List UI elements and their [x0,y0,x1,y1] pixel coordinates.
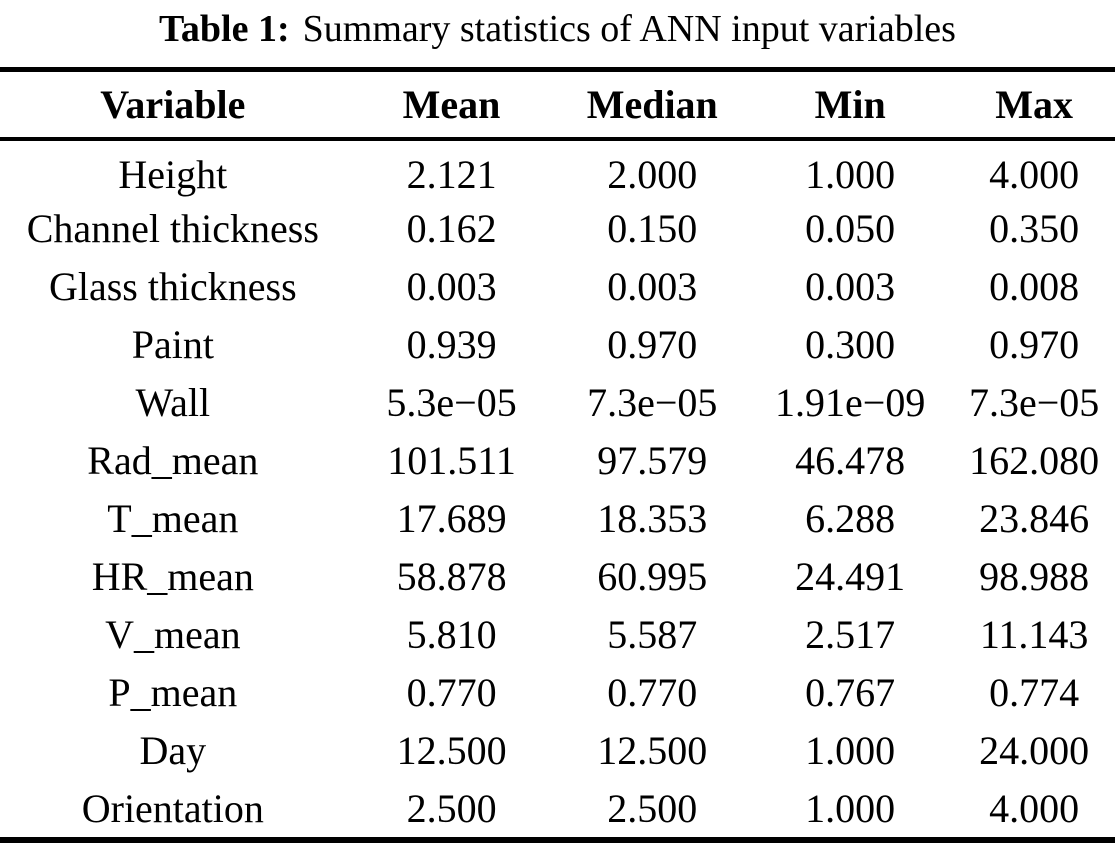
table-row: V_mean 5.810 5.587 2.517 11.143 [0,605,1115,663]
mean-cell: 0.770 [406,669,497,715]
table-row: HR_mean 58.878 60.995 24.491 98.988 [0,547,1115,605]
max-cell: 23.846 [979,495,1090,541]
variable-cell: Orientation [81,785,264,831]
min-cell: 1.000 [805,152,896,197]
mean-cell: 2.500 [406,785,497,831]
min-cell: 0.003 [805,263,896,309]
median-cell: 12.500 [597,727,708,773]
variable-cell: Rad_mean [87,437,259,483]
variable-cell: Channel thickness [26,205,319,251]
min-cell: 46.478 [795,437,906,483]
variable-cell: P_mean [108,669,238,715]
max-cell: 4.000 [989,152,1080,197]
table-row: T_mean 17.689 18.353 6.288 23.846 [0,489,1115,547]
min-cell: 1.91e−09 [775,379,926,425]
mean-cell: 101.511 [387,437,516,483]
min-cell: 2.517 [805,611,896,657]
table-row: Day 12.500 12.500 1.000 24.000 [0,721,1115,779]
max-cell: 11.143 [979,611,1089,657]
max-cell: 162.080 [969,437,1100,483]
max-cell: 7.3e−05 [968,379,1100,425]
max-cell: 4.000 [989,785,1080,831]
summary-table-body: Height 2.121 2.000 1.000 4.000 Channel t… [0,141,1115,837]
summary-table-header: Variable Mean Median Min Max [0,72,1115,137]
median-cell: 0.003 [607,263,698,309]
mean-cell: 0.162 [406,205,497,251]
mean-cell: 12.500 [396,727,507,773]
variable-cell: T_mean [107,495,239,541]
min-cell: 6.288 [805,495,896,541]
variable-cell: Paint [131,321,214,367]
mid-rule [0,137,1115,141]
mean-cell: 5.810 [406,611,497,657]
mean-cell: 0.003 [406,263,497,309]
top-rule [0,67,1115,72]
median-cell: 2.000 [607,152,698,197]
min-cell: 0.300 [805,321,896,367]
max-cell: 24.000 [979,727,1090,773]
variable-cell: Wall [135,379,211,425]
min-cell: 0.767 [805,669,896,715]
median-cell: 97.579 [597,437,708,483]
median-cell: 0.150 [607,205,698,251]
mean-cell: 5.3e−05 [386,379,517,425]
table-row: Height 2.121 2.000 1.000 4.000 [0,141,1115,199]
caption-text: Summary statistics of ANN input variable… [302,8,956,50]
table-row: Rad_mean 101.511 97.579 46.478 162.080 [0,431,1115,489]
max-cell: 0.774 [989,669,1080,715]
header-row: Variable Mean Median Min Max [0,72,1115,137]
variable-cell: V_mean [105,611,241,657]
table-row: Wall 5.3e−05 7.3e−05 1.91e−09 7.3e−05 [0,373,1115,431]
mean-cell: 2.121 [406,152,497,197]
median-cell: 60.995 [597,553,708,599]
mean-cell: 17.689 [396,495,507,541]
table-row: Orientation 2.500 2.500 1.000 4.000 [0,779,1115,837]
max-cell: 98.988 [979,553,1090,599]
median-cell: 5.587 [607,611,698,657]
col-header-min: Min [814,82,886,127]
table-row: P_mean 0.770 0.770 0.767 0.774 [0,663,1115,721]
col-header-max: Max [995,82,1074,127]
max-cell: 0.350 [989,205,1080,251]
min-cell: 1.000 [805,785,896,831]
median-cell: 2.500 [607,785,698,831]
table-row: Paint 0.939 0.970 0.300 0.970 [0,315,1115,373]
col-header-variable: Variable [100,82,246,127]
variable-cell: HR_mean [91,553,254,599]
mean-cell: 0.939 [406,321,497,367]
table-row: Glass thickness 0.003 0.003 0.003 0.008 [0,257,1115,315]
min-cell: 24.491 [795,553,906,599]
col-header-mean: Mean [402,82,501,127]
table-caption: Table 1: Summary statistics of ANN input … [0,0,1115,67]
variable-cell: Glass thickness [48,263,297,309]
median-cell: 7.3e−05 [587,379,718,425]
table-row: Channel thickness 0.162 0.150 0.050 0.35… [0,199,1115,257]
variable-cell: Day [139,727,207,773]
max-cell: 0.970 [989,321,1080,367]
max-cell: 0.008 [989,263,1080,309]
mean-cell: 58.878 [396,553,507,599]
col-header-median: Median [586,82,718,127]
median-cell: 0.970 [607,321,698,367]
median-cell: 18.353 [597,495,708,541]
variable-cell: Height [118,152,228,197]
min-cell: 1.000 [805,727,896,773]
min-cell: 0.050 [805,205,896,251]
median-cell: 0.770 [607,669,698,715]
bottom-rule [0,837,1115,843]
caption-label: Table 1: [159,8,290,50]
